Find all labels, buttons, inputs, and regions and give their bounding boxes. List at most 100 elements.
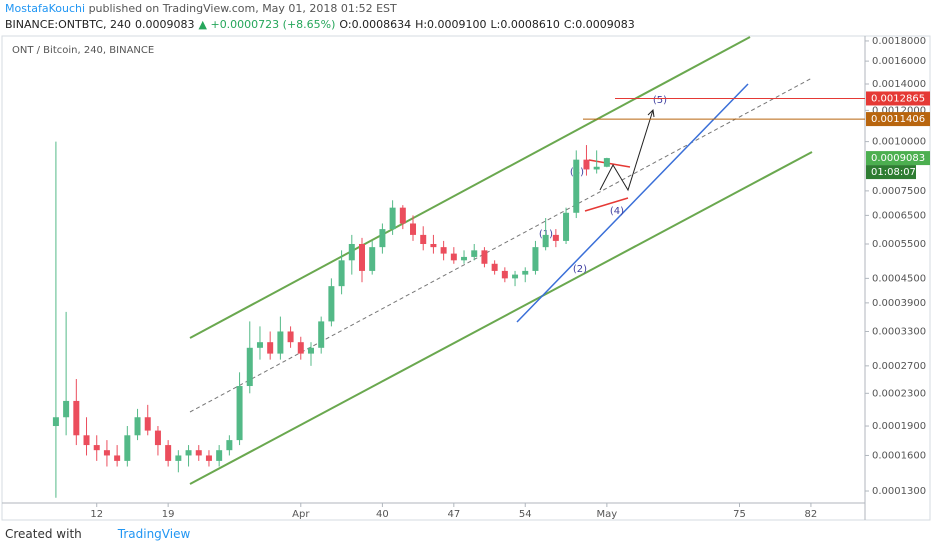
candle-body <box>256 342 263 348</box>
candle-body <box>216 450 223 461</box>
trend-line <box>516 83 749 323</box>
candle-body <box>236 386 243 441</box>
candle-body <box>471 250 478 257</box>
x-tick-label: 12 <box>90 509 103 520</box>
wave-label: (4) <box>610 206 624 217</box>
price-label-box <box>866 91 930 106</box>
y-tick-label: 0.0014000 <box>872 79 926 90</box>
y-tick-label: 0.0002300 <box>872 388 926 399</box>
candle-body <box>430 243 437 248</box>
candle-body <box>522 270 529 275</box>
y-tick-label: 0.0016000 <box>872 56 926 67</box>
symbol: BINANCE:ONTBTC, 240 <box>5 18 132 31</box>
x-tick-label: 75 <box>733 509 746 520</box>
candle-body <box>114 455 121 461</box>
countdown-box <box>866 165 916 180</box>
price-label: 0.0012865 <box>871 93 925 104</box>
x-tick-label: 54 <box>519 509 532 520</box>
channel-lower <box>189 151 813 485</box>
y-tick-label: 0.0018000 <box>872 36 926 47</box>
candle-body <box>287 331 294 343</box>
candle-body <box>512 274 519 279</box>
candle-body <box>307 347 314 354</box>
candle-body <box>338 260 345 287</box>
y-tick-label: 0.0001900 <box>872 421 926 432</box>
countdown: 01:08:07 <box>871 167 916 178</box>
candle-body <box>154 430 161 446</box>
x-tick-label: 40 <box>376 509 389 520</box>
candle-body <box>542 234 549 248</box>
candle-body <box>563 212 570 241</box>
x-tick-label: 19 <box>162 509 175 520</box>
candle-body <box>124 435 131 461</box>
candle-body <box>246 347 253 387</box>
y-tick-label: 0.0001300 <box>872 486 926 497</box>
candle-body <box>481 250 488 264</box>
candle-body <box>593 166 600 170</box>
y-tick-label: 0.0006500 <box>872 210 926 221</box>
candle-body <box>205 455 212 461</box>
arrow-head <box>647 108 655 118</box>
candle-body <box>389 207 396 230</box>
y-tick-label: 0.0005500 <box>872 239 926 250</box>
candle-body <box>165 445 172 461</box>
candle-body <box>144 417 151 431</box>
channel-upper <box>189 36 751 339</box>
y-tick-label: 0.0010000 <box>872 137 926 148</box>
channel-mid <box>189 77 813 413</box>
y-tick-label: 0.0003900 <box>872 298 926 309</box>
candle-body <box>73 400 80 436</box>
wave-label: (2) <box>573 264 587 275</box>
candle-body <box>195 450 202 456</box>
candle-body <box>501 270 508 279</box>
candle-body <box>52 417 59 427</box>
candle-body <box>450 253 457 261</box>
high: H:0.0009100 <box>415 18 487 31</box>
candle-body <box>297 342 304 354</box>
price-label: 0.0009083 <box>871 153 925 164</box>
close: C:0.0009083 <box>563 18 635 31</box>
candle-body <box>63 400 70 418</box>
x-tick-label: 82 <box>805 509 818 520</box>
candle-body <box>185 450 192 456</box>
y-tick-label: 0.0012000 <box>872 105 926 116</box>
candle-body <box>93 445 100 451</box>
y-tick-label: 0.0007500 <box>872 186 926 197</box>
wave-label: (5) <box>653 95 667 106</box>
published: published on TradingView.com, May 01, 20… <box>88 2 397 15</box>
x-tick-label: 47 <box>447 509 460 520</box>
brand[interactable]: TradingView <box>117 527 191 541</box>
created-with: Created with <box>5 527 82 541</box>
header-line: MostafaKouchi published on TradingView.c… <box>5 2 397 15</box>
symbol-line: BINANCE:ONTBTC, 240 0.0009083 ▲ +0.0000723… <box>5 18 639 31</box>
x-tick-label: May <box>597 509 618 520</box>
author[interactable]: MostafaKouchi <box>5 2 86 15</box>
chart-frame <box>1 35 931 521</box>
low: L:0.0008610 <box>490 18 560 31</box>
candle-body <box>603 158 610 167</box>
candle-body <box>410 223 417 235</box>
candle-body <box>277 331 284 354</box>
candle-body <box>461 256 468 261</box>
chart-title: ONT / Bitcoin, 240, BINANCE <box>12 45 154 56</box>
candle-body <box>379 229 386 248</box>
x-tick-label: Apr <box>292 509 310 520</box>
drawings <box>189 36 813 485</box>
projection-arrow <box>599 109 654 192</box>
last-price: 0.0009083 <box>135 18 195 31</box>
candle-body <box>440 247 447 254</box>
candle-body <box>103 450 110 456</box>
price-label: 0.0011406 <box>871 114 925 125</box>
candle-body <box>420 234 427 244</box>
candle-body <box>348 243 355 261</box>
candles <box>52 141 610 498</box>
candle-body <box>226 440 233 451</box>
triangle-lower <box>584 197 629 212</box>
candle-body <box>318 321 325 348</box>
candle-body <box>552 234 559 241</box>
candle-body <box>399 207 406 224</box>
candle-body <box>369 247 376 271</box>
footer: Created with TradingView <box>5 527 190 541</box>
